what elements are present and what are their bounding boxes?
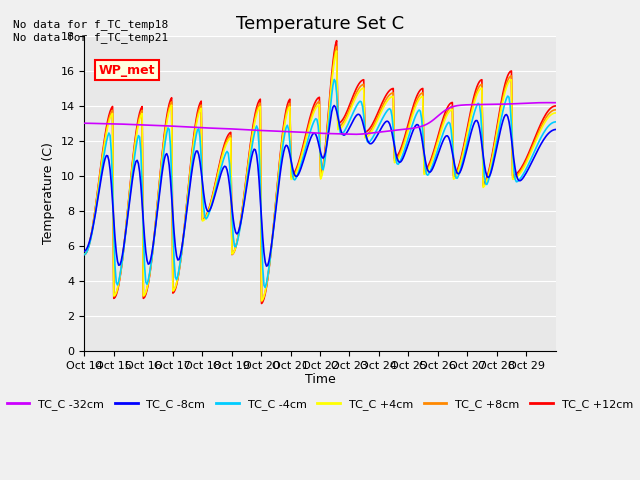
- TC_C +8cm: [552, 107, 559, 113]
- TC_C -8cm: [97, 181, 104, 187]
- TC_C +12cm: [111, 295, 119, 300]
- Y-axis label: Temperature (C): Temperature (C): [42, 143, 55, 244]
- TC_C +12cm: [81, 252, 88, 257]
- TC_C +8cm: [324, 119, 332, 124]
- TC_C -32cm: [418, 123, 426, 129]
- TC_C -8cm: [324, 134, 332, 140]
- TC_C -4cm: [111, 263, 119, 269]
- TC_C -4cm: [550, 119, 558, 125]
- TC_C -32cm: [323, 131, 331, 136]
- TC_C +4cm: [419, 94, 427, 99]
- TC_C -4cm: [81, 252, 88, 258]
- TC_C +4cm: [81, 252, 88, 257]
- TC_C +12cm: [552, 103, 559, 109]
- TC_C +4cm: [258, 298, 266, 303]
- TC_C +8cm: [333, 44, 340, 49]
- Line: TC_C -4cm: TC_C -4cm: [84, 80, 556, 288]
- TC_C +4cm: [550, 110, 558, 116]
- TC_C +8cm: [258, 299, 266, 304]
- TC_C -32cm: [488, 101, 495, 107]
- TC_C -4cm: [97, 177, 104, 182]
- TC_C +4cm: [489, 152, 497, 158]
- TC_C +4cm: [324, 121, 332, 127]
- TC_C -4cm: [324, 129, 332, 135]
- TC_C -32cm: [81, 120, 88, 126]
- TC_C -8cm: [489, 162, 497, 168]
- TC_C +12cm: [324, 115, 332, 120]
- TC_C -32cm: [350, 132, 358, 137]
- TC_C +12cm: [550, 103, 558, 109]
- TC_C -4cm: [261, 285, 269, 290]
- Line: TC_C -32cm: TC_C -32cm: [84, 103, 556, 134]
- TC_C +8cm: [489, 150, 497, 156]
- TC_C -32cm: [97, 121, 104, 127]
- TC_C -8cm: [419, 142, 427, 147]
- TC_C -32cm: [542, 100, 550, 106]
- Text: No data for f_TC_temp18
No data for f_TC_temp21: No data for f_TC_temp18 No data for f_TC…: [13, 19, 168, 43]
- TC_C -8cm: [550, 127, 558, 132]
- TC_C +12cm: [258, 300, 266, 306]
- X-axis label: Time: Time: [305, 373, 335, 386]
- TC_C +12cm: [333, 38, 340, 44]
- Line: TC_C +4cm: TC_C +4cm: [84, 51, 556, 300]
- TC_C +4cm: [111, 292, 119, 298]
- TC_C -8cm: [111, 235, 119, 241]
- TC_C +8cm: [550, 107, 558, 113]
- TC_C -32cm: [552, 100, 559, 106]
- TC_C +12cm: [97, 168, 104, 173]
- TC_C -32cm: [111, 121, 119, 127]
- TC_C -8cm: [552, 127, 559, 132]
- TC_C -4cm: [419, 131, 427, 136]
- Text: WP_met: WP_met: [99, 64, 155, 77]
- TC_C +4cm: [97, 171, 104, 177]
- TC_C -4cm: [552, 119, 559, 125]
- Line: TC_C +12cm: TC_C +12cm: [84, 41, 556, 303]
- TC_C +8cm: [111, 293, 119, 299]
- Title: Temperature Set C: Temperature Set C: [236, 15, 404, 33]
- TC_C -4cm: [489, 158, 497, 164]
- Legend: TC_C -32cm, TC_C -8cm, TC_C -4cm, TC_C +4cm, TC_C +8cm, TC_C +12cm: TC_C -32cm, TC_C -8cm, TC_C -4cm, TC_C +…: [3, 395, 637, 415]
- Line: TC_C +8cm: TC_C +8cm: [84, 47, 556, 301]
- TC_C -8cm: [81, 249, 88, 254]
- TC_C +12cm: [489, 147, 497, 153]
- TC_C -4cm: [330, 77, 338, 83]
- TC_C -8cm: [330, 103, 338, 108]
- TC_C +8cm: [81, 251, 88, 257]
- TC_C -8cm: [262, 263, 270, 269]
- TC_C +4cm: [333, 48, 340, 54]
- TC_C +12cm: [419, 85, 427, 91]
- TC_C +8cm: [419, 90, 427, 96]
- TC_C +8cm: [97, 169, 104, 175]
- Line: TC_C -8cm: TC_C -8cm: [84, 106, 556, 266]
- TC_C +4cm: [552, 110, 559, 116]
- TC_C -32cm: [550, 100, 558, 106]
